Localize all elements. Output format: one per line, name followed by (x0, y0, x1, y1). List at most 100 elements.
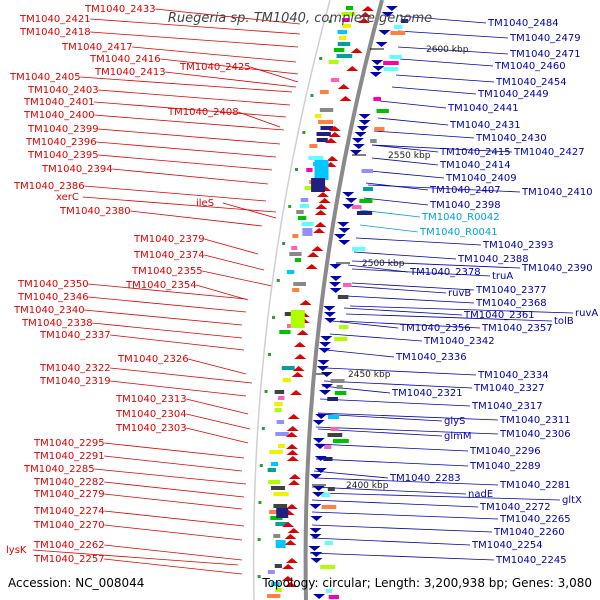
forward-gene-label: TM1040_2421 (19, 14, 91, 25)
forward-gene-label: TM1040_2355 (131, 266, 203, 277)
forward-gene-label: TM1040_2337 (39, 330, 111, 341)
forward-gene-label: TM1040_2403 (27, 85, 99, 96)
forward-gene-label: TM1040_2418 (19, 27, 91, 38)
reverse-gene-label: TM1040_2356 (399, 323, 471, 334)
reverse-gene-label: TM1040_2378 (409, 267, 481, 278)
forward-gene-label: TM1040_2313 (115, 394, 187, 405)
reverse-gene-label: TM1040_2454 (495, 77, 567, 88)
kbp-marker-label: 2450 kbp (348, 370, 391, 380)
reverse-gene-label: TM1040_2283 (389, 473, 461, 484)
reverse-gene-label: TM1040_2431 (449, 120, 521, 131)
forward-gene-label: TM1040_2399 (27, 124, 99, 135)
forward-gene-label: TM1040_2350 (17, 279, 89, 290)
reverse-gene-label: TM1040_2410 (521, 187, 593, 198)
reverse-gene-label: TM1040_2357 (481, 323, 553, 334)
reverse-gene-label: TM1040_2265 (499, 514, 571, 525)
forward-gene-label: TM1040_2304 (115, 409, 187, 420)
kbp-marker-label: 2400 kbp (346, 481, 389, 491)
forward-gene-label: TM1040_2380 (59, 206, 131, 217)
forward-gene-label: TM1040_2401 (23, 97, 95, 108)
reverse-gene-label: TM1040_2342 (423, 336, 495, 347)
reverse-gene-label: glyS (444, 416, 465, 427)
reverse-gene-label: ruvA (575, 308, 598, 319)
reverse-gene-label: TM1040_2311 (499, 415, 571, 426)
forward-gene-label: lysK (6, 545, 27, 556)
reverse-gene-label: TM1040_2441 (447, 103, 519, 114)
kbp-marker-label: 2550 kbp (388, 151, 431, 161)
forward-gene-label: TM1040_2394 (41, 164, 113, 175)
forward-gene-label: TM1040_2433 (84, 4, 156, 15)
reverse-gene-label: TM1040_2390 (521, 263, 593, 274)
reverse-gene-label: TM1040_2427 (513, 147, 585, 158)
reverse-gene-label: TM1040_2317 (471, 401, 543, 412)
forward-gene-label: TM1040_2257 (33, 554, 105, 565)
reverse-gene-label: TM1040_2407 (429, 185, 501, 196)
reverse-gene-label: TM1040_2415 (439, 147, 511, 158)
reverse-gene-label: TM1040_2336 (395, 352, 467, 363)
kbp-markers (257, 20, 384, 578)
forward-gene-label: TM1040_2295 (33, 438, 105, 449)
reverse-gene-label: tolB (554, 316, 574, 327)
forward-gene-label: TM1040_2279 (33, 489, 105, 500)
forward-gene-label: TM1040_2303 (115, 423, 187, 434)
reverse-gene-label: TM1040_2327 (473, 383, 545, 394)
reverse-gene-label: TM1040_2484 (487, 18, 559, 29)
reverse-gene-label: gltX (562, 495, 582, 506)
forward-gene-label: TM1040_2274 (33, 506, 105, 517)
reverse-gene-label: TM1040_2254 (471, 540, 543, 551)
forward-gene-label: TM1040_2291 (33, 451, 105, 462)
rna-gene-label: TM1040_R0041 (419, 227, 498, 238)
forward-gene-label: TM1040_2338 (21, 318, 93, 329)
forward-gene-label: TM1040_2408 (167, 107, 239, 118)
reverse-gene-label: TM1040_2409 (445, 173, 517, 184)
kbp-marker-label: 2500 kbp (362, 259, 405, 269)
reverse-gene-label: TM1040_2296 (469, 446, 541, 457)
reverse-gene-label: TM1040_2321 (391, 388, 463, 399)
forward-gene-label: TM1040_2395 (27, 150, 99, 161)
forward-gene-label: ileS (196, 198, 214, 209)
reverse-gene-label: TM1040_2289 (469, 461, 541, 472)
rna-gene-label: TM1040_R0042 (421, 212, 500, 223)
forward-gene-label: TM1040_2417 (61, 42, 133, 53)
reverse-gene-label: TM1040_2449 (477, 89, 549, 100)
forward-gene-label: TM1040_2282 (33, 477, 105, 488)
reverse-gene-label: TM1040_2245 (495, 555, 567, 566)
forward-gene-label: TM1040_2396 (25, 137, 97, 148)
reverse-gene-label: TM1040_2368 (475, 298, 547, 309)
reverse-gene-label: TM1040_2414 (439, 160, 511, 171)
reverse-gene-label: glmM (444, 431, 472, 442)
reverse-gene-label: TM1040_2393 (482, 240, 554, 251)
forward-gene-label: TM1040_2400 (23, 110, 95, 121)
forward-gene-label: TM1040_2262 (33, 540, 105, 551)
reverse-gene-label: TM1040_2471 (509, 49, 581, 60)
reverse-gene-label: ruvB (448, 288, 471, 299)
forward-gene-label: TM1040_2322 (39, 363, 111, 374)
reverse-gene-label: TM1040_2361 (463, 310, 535, 321)
genome-backbone-arc (303, 0, 384, 600)
forward-gene-label: TM1040_2285 (23, 464, 95, 475)
reverse-gene-label: TM1040_2281 (499, 480, 571, 491)
reverse-gene-label: nadE (468, 489, 493, 500)
forward-gene-label: TM1040_2416 (89, 54, 161, 65)
gene-features (267, 6, 409, 599)
forward-gene-label: TM1040_2405 (9, 72, 81, 83)
map-title: Ruegeria sp. TM1040, complete genome (168, 11, 432, 26)
forward-gene-label: TM1040_2319 (39, 376, 111, 387)
forward-gene-label: TM1040_2270 (33, 520, 105, 531)
reverse-gene-label: TM1040_2460 (494, 61, 566, 72)
reverse-gene-label: TM1040_2272 (479, 502, 551, 513)
forward-gene-label: TM1040_2326 (117, 354, 189, 365)
label-connectors (32, 8, 574, 575)
reverse-gene-label: TM1040_2334 (477, 370, 549, 381)
forward-gene-label: TM1040_2413 (94, 67, 166, 78)
forward-gene-label: TM1040_2340 (13, 305, 85, 316)
forward-gene-label: TM1040_2374 (133, 250, 205, 261)
accession-text: Accession: NC_008044 (8, 576, 144, 590)
reverse-gene-label: TM1040_2430 (475, 133, 547, 144)
reverse-gene-label: TM1040_2306 (499, 429, 571, 440)
genome-summary-text: Topology: circular; Length: 3,200,938 bp… (261, 576, 592, 590)
reverse-gene-label: truA (492, 271, 513, 282)
forward-gene-label: TM1040_2379 (133, 234, 205, 245)
forward-gene-label: TM1040_2346 (17, 292, 89, 303)
